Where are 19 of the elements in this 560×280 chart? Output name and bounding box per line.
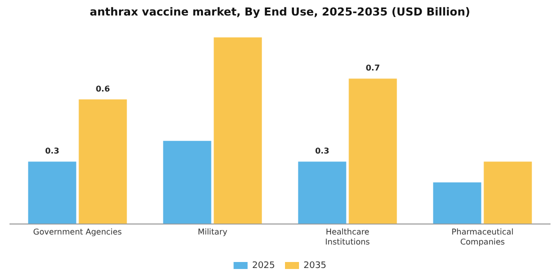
bar [78, 99, 127, 224]
data-label: 0.3 [45, 146, 60, 156]
bar [298, 162, 346, 224]
x-tick-label: Pharmaceutical Companies [452, 228, 514, 246]
bar [214, 37, 262, 224]
x-tick-label: Healthcare Institutions [325, 228, 370, 246]
data-label: 0.3 [315, 146, 330, 156]
data-label: 0.7 [366, 64, 380, 73]
bar [484, 162, 532, 224]
legend-label: 2035 [304, 260, 326, 271]
bar [163, 140, 212, 224]
legend-label: 2025 [252, 260, 275, 271]
x-tick-label: Government Agencies [33, 228, 122, 237]
bar [433, 182, 482, 224]
bar [348, 78, 397, 224]
x-tick-label: Military [198, 228, 228, 237]
bar [28, 162, 76, 224]
data-label: 0.6 [96, 84, 110, 94]
chart-title: anthrax vaccine market, By End Use, 2025-2035 (USD Billion) [90, 5, 470, 18]
